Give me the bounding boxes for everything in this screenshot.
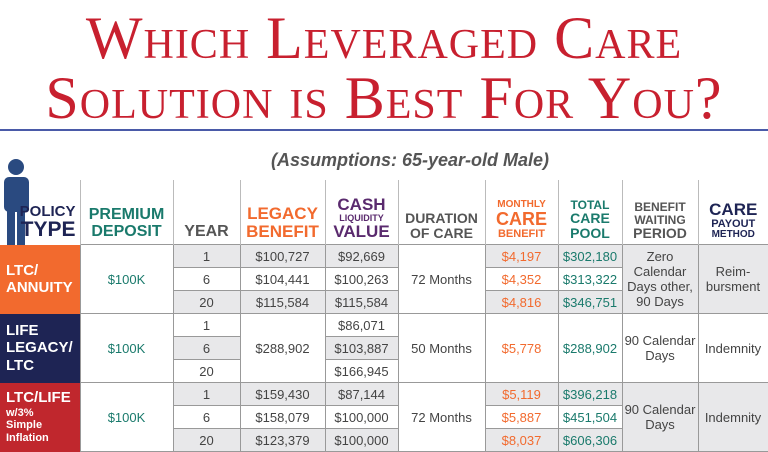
year: 6 bbox=[172, 405, 241, 429]
payout: Indemnity bbox=[697, 313, 768, 383]
title-divider bbox=[0, 129, 768, 131]
pool: $346,751 bbox=[557, 290, 623, 314]
year: 20 bbox=[172, 359, 241, 383]
year: 1 bbox=[172, 382, 241, 406]
title-line-2: Solution is Best For You? bbox=[45, 65, 723, 131]
monthly: $5,887 bbox=[484, 405, 559, 429]
waiting: Zero Calendar Days other, 90 Days bbox=[621, 244, 699, 314]
cash: $115,584 bbox=[324, 290, 399, 314]
pool: $302,180 bbox=[557, 244, 623, 268]
pool: $396,218 bbox=[557, 382, 623, 406]
header-year: YEAR bbox=[172, 180, 240, 245]
year: 20 bbox=[172, 290, 241, 314]
table-row: 6 $103,887 bbox=[0, 336, 768, 360]
table-row: 20 $115,584 $115,584 $4,816 $346,751 bbox=[0, 290, 768, 314]
pool: $606,306 bbox=[557, 428, 623, 452]
header-waiting: BENEFIT WAITING PERIOD bbox=[621, 180, 698, 245]
payout: Indemnity bbox=[697, 382, 768, 452]
monthly: $4,197 bbox=[484, 244, 559, 268]
policy-ltc-life: LTC/LIFE w/3% Simple Inflation bbox=[0, 382, 80, 452]
legacy: $100,727 bbox=[239, 244, 326, 268]
premium: $100K bbox=[79, 313, 174, 383]
policy-ltc-annuity: LTC/ANNUITY bbox=[0, 244, 80, 314]
monthly: $5,778 bbox=[484, 313, 559, 383]
pool: $313,322 bbox=[557, 267, 623, 291]
monthly: $4,816 bbox=[484, 290, 559, 314]
legacy: $159,430 bbox=[239, 382, 326, 406]
cash: $100,263 bbox=[324, 267, 399, 291]
header-premium: PREMIUM DEPOSIT bbox=[79, 180, 173, 245]
monthly: $4,352 bbox=[484, 267, 559, 291]
cash: $103,887 bbox=[324, 336, 399, 360]
header-cash: CASH LIQUIDITY VALUE bbox=[324, 180, 398, 245]
header-row: POLICY TYPE PREMIUM DEPOSIT YEAR LEGACY BEN… bbox=[0, 180, 768, 245]
legacy: $288,902 bbox=[239, 313, 326, 383]
duration: 72 Months bbox=[397, 244, 486, 314]
year: 1 bbox=[172, 244, 241, 268]
premium: $100K bbox=[79, 382, 174, 452]
legacy: $123,379 bbox=[239, 428, 326, 452]
policy-life-legacy-ltc: LIFE LEGACY/LTC bbox=[0, 313, 80, 383]
table-row: 20 $166,945 bbox=[0, 359, 768, 383]
legacy: $115,584 bbox=[239, 290, 326, 314]
header-monthly: MONTHLY CARE BENEFIT bbox=[484, 180, 558, 245]
header-payout: CARE PAYOUT METHOD bbox=[697, 180, 768, 245]
year: 6 bbox=[172, 336, 241, 360]
table-row: 6 $158,079 $100,000 $5,887 $451,504 bbox=[0, 405, 768, 429]
header-policy-type: POLICY TYPE bbox=[19, 202, 76, 242]
header-duration: DURATION OF CARE bbox=[397, 180, 485, 245]
comparison-table: POLICY TYPE PREMIUM DEPOSIT YEAR LEGACY BEN… bbox=[0, 180, 768, 452]
pool: $451,504 bbox=[557, 405, 623, 429]
header-total-pool: TOTAL CARE POOL bbox=[557, 180, 622, 245]
table-row: LTC/ANNUITY $100K 1 $100,727 $92,669 72 … bbox=[0, 244, 768, 314]
duration: 50 Months bbox=[397, 313, 486, 383]
table-row: LTC/LIFE w/3% Simple Inflation $100K 1 $159… bbox=[0, 382, 768, 452]
monthly: $5,119 bbox=[484, 382, 559, 406]
table-row: 6 $104,441 $100,263 $4,352 $313,322 bbox=[0, 267, 768, 291]
year: 6 bbox=[172, 267, 241, 291]
payout: Reim-bursment bbox=[697, 244, 768, 314]
title-line-1: Which Leveraged Care bbox=[85, 5, 683, 71]
pool: $288,902 bbox=[557, 313, 623, 383]
cash: $166,945 bbox=[324, 359, 399, 383]
cash: $100,000 bbox=[324, 405, 399, 429]
table-row: LIFE LEGACY/LTC $100K 1 $288,902 $86,071 … bbox=[0, 313, 768, 383]
cash: $86,071 bbox=[324, 313, 399, 337]
waiting: 90 Calendar Days bbox=[621, 382, 699, 452]
monthly: $8,037 bbox=[484, 428, 559, 452]
legacy: $104,441 bbox=[239, 267, 326, 291]
year: 20 bbox=[172, 428, 241, 452]
cash: $100,000 bbox=[324, 428, 399, 452]
waiting: 90 Calendar Days bbox=[621, 313, 699, 383]
legacy: $158,079 bbox=[239, 405, 326, 429]
premium: $100K bbox=[79, 244, 174, 314]
assumptions-subtitle: (Assumptions: 65-year-old Male) bbox=[270, 150, 550, 170]
cash: $87,144 bbox=[324, 382, 399, 406]
duration: 72 Months bbox=[397, 382, 486, 452]
year: 1 bbox=[172, 313, 241, 337]
header-legacy: LEGACY BENEFIT bbox=[239, 180, 325, 245]
cash: $92,669 bbox=[324, 244, 399, 268]
